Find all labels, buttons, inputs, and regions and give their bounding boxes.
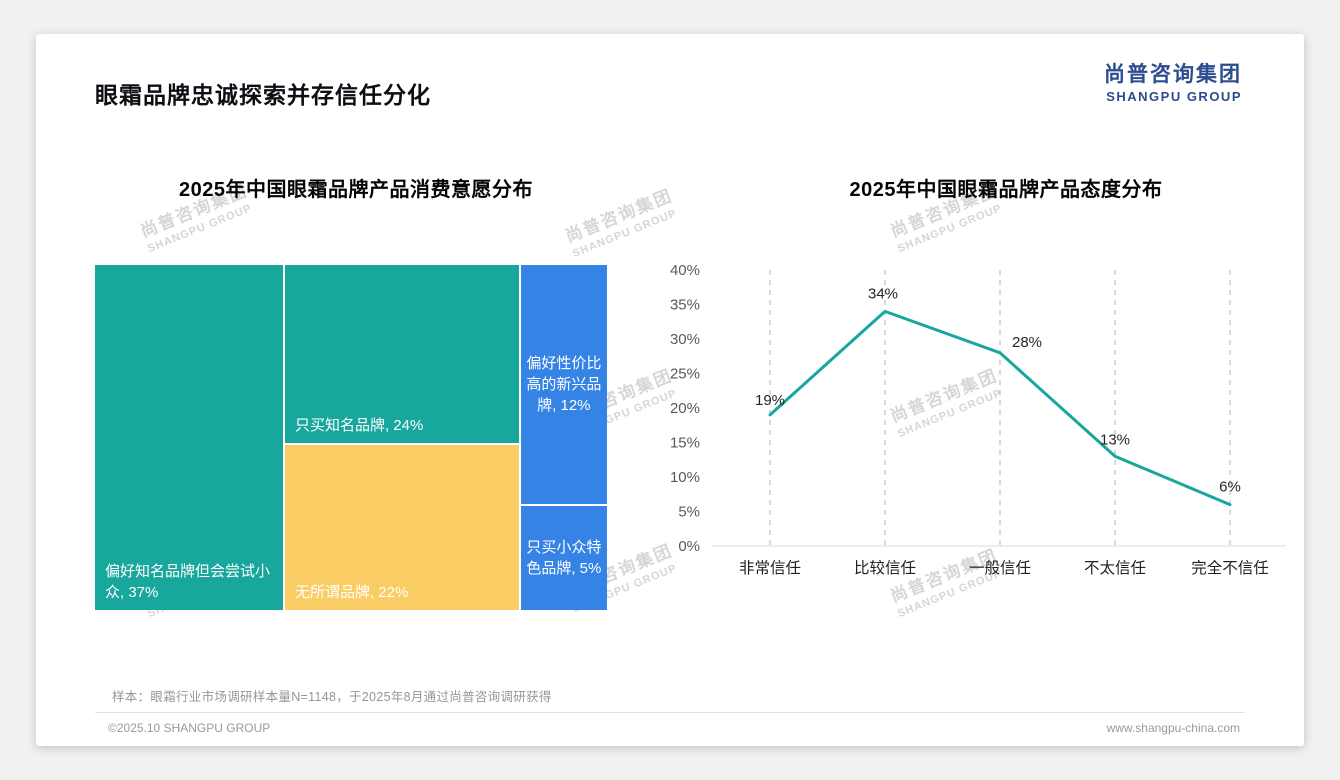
treemap-segment-label: 偏好知名品牌但会尝试小众, 37% (105, 563, 271, 601)
treemap-segment: 只买小众特色品牌, 5% (520, 505, 607, 610)
trend-line (768, 309, 1232, 507)
treemap-segment: 偏好知名品牌但会尝试小众, 37% (95, 265, 283, 610)
logo-text-cn: 尚普咨询集团 (1104, 63, 1242, 86)
point-label: 19% (755, 392, 785, 409)
treemap-segment-label: 无所谓品牌, 22% (294, 584, 409, 601)
x-category-label: 比较信任 (854, 559, 916, 577)
treemap-column: 偏好知名品牌但会尝试小众, 37% (95, 265, 283, 610)
company-logo: 尚普咨询集团 SHANGPU GROUP (1104, 58, 1242, 104)
point-label: 34% (868, 285, 898, 302)
y-tick-label: 15% (670, 435, 700, 452)
x-category-label: 一般信任 (969, 559, 1031, 577)
treemap-chart: 偏好知名品牌但会尝试小众, 37% 只买知名品牌, 24% 无所谓品牌, 22% 偏好… (95, 265, 607, 610)
treemap-segment: 偏好性价比高的新兴品牌, 12% (520, 265, 607, 504)
treemap-column: 偏好性价比高的新兴品牌, 12% 只买小众特色品牌, 5% (520, 265, 607, 610)
treemap-segment-label: 只买小众特色品牌, 5% (526, 538, 602, 577)
slide-card: 尚普咨询集团 SHANGPU GROUP 尚普咨询集团 SHANGPU GROUP 尚普… (36, 34, 1304, 746)
treemap-segment: 无所谓品牌, 22% (284, 445, 519, 610)
y-tick-label: 40% (670, 262, 700, 279)
footer-copyright: ©2025.10 SHANGPU GROUP (108, 721, 271, 735)
treemap-segment-label: 只买知名品牌, 24% (294, 417, 424, 435)
footer-website: www.shangpu-china.com (1106, 721, 1240, 735)
y-tick-label: 25% (670, 366, 700, 383)
right-chart-title: 2025年中国眼霜品牌产品态度分布 (849, 179, 1163, 201)
x-category-label: 完全不信任 (1191, 559, 1269, 577)
y-tick-label: 10% (670, 469, 700, 486)
left-chart-title: 2025年中国眼霜品牌产品消费意愿分布 (179, 179, 533, 201)
content-layer: 眼霜品牌忠诚探索并存信任分化 尚普咨询集团 SHANGPU GROUP 2025… (36, 34, 1304, 746)
point-label: 13% (1100, 431, 1130, 448)
y-tick-label: 0% (678, 538, 700, 555)
treemap-segment-label: 偏好性价比高的新兴品牌, 12% (526, 354, 602, 414)
logo-text-en: SHANGPU GROUP (1106, 89, 1242, 104)
line-chart: 0% 5% 10% 15% 20% 25% 30% 35% 40% 非常信任 比较信任 一般信任 不太信… (670, 262, 1286, 577)
footer-divider (95, 712, 1245, 713)
y-tick-label: 35% (670, 297, 700, 314)
x-category-label: 不太信任 (1084, 559, 1146, 577)
point-label: 6% (1219, 479, 1241, 496)
point-label: 28% (1012, 334, 1042, 351)
y-tick-label: 20% (670, 400, 700, 417)
treemap-segment: 只买知名品牌, 24% (284, 265, 519, 444)
sample-note: 样本：眼霜行业市场调研样本量N=1148，于2025年8月通过尚普咨询调研获得 (112, 690, 552, 704)
y-tick-label: 5% (678, 504, 700, 521)
x-category-label: 非常信任 (739, 559, 801, 577)
y-tick-label: 30% (670, 331, 700, 348)
page-title: 眼霜品牌忠诚探索并存信任分化 (95, 82, 431, 108)
treemap-column: 只买知名品牌, 24% 无所谓品牌, 22% (284, 265, 519, 610)
